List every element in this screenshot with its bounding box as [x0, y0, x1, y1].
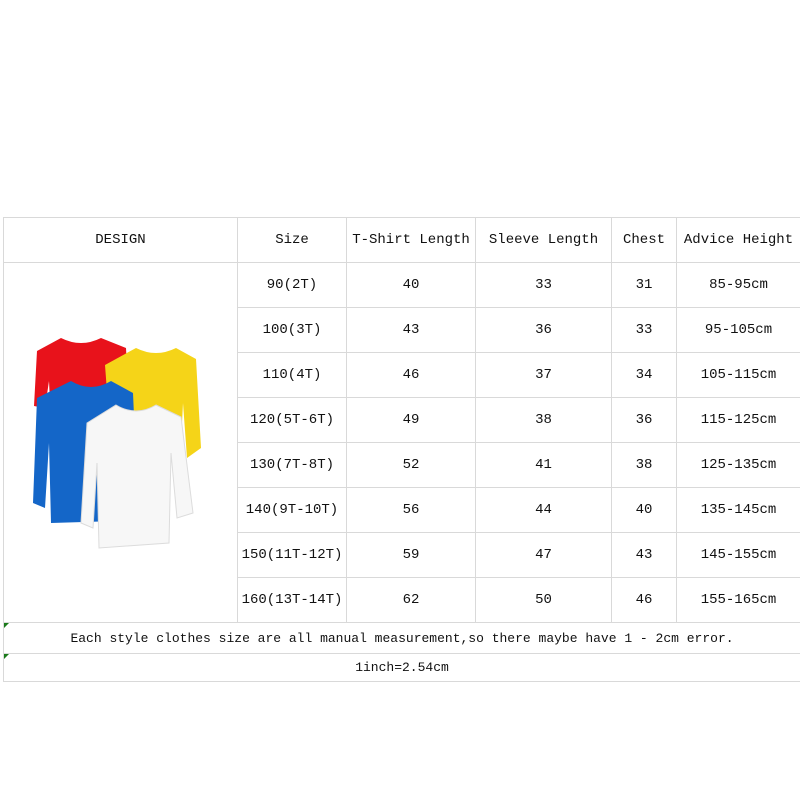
design-image-cell: [3, 262, 238, 623]
white-shirt: [80, 403, 194, 549]
size-cell: 120(5T-6T): [237, 397, 347, 443]
table-row: 100(3T) 43 36 33 95-105cm: [4, 307, 800, 353]
size-cell: 110(4T): [237, 352, 347, 398]
size-cell: 130(7T-8T): [237, 442, 347, 488]
header-row: DESIGN Size T-Shirt Length Sleeve Length…: [3, 217, 800, 263]
header-sleeve-length: Sleeve Length: [475, 217, 612, 263]
height-cell: 105-115cm: [676, 352, 800, 398]
chest-cell: 33: [611, 307, 677, 353]
table-row: 120(5T-6T) 49 38 36 115-125cm: [4, 397, 800, 443]
table-row: 130(7T-8T) 52 41 38 125-135cm: [4, 442, 800, 488]
comment-marker-icon: [4, 654, 9, 659]
tshirts-image: [33, 337, 201, 549]
height-cell: 145-155cm: [676, 532, 800, 578]
sleeve-cell: 47: [475, 532, 612, 578]
measurement-note: Each style clothes size are all manual m…: [3, 622, 800, 654]
height-cell: 135-145cm: [676, 487, 800, 533]
table-row: 90(2T) 40 33 31 85-95cm: [3, 262, 800, 623]
note-row: Each style clothes size are all manual m…: [3, 622, 800, 654]
table-row: 150(11T-12T) 59 47 43 145-155cm: [4, 532, 800, 578]
height-cell: 115-125cm: [676, 397, 800, 443]
size-chart-table: DESIGN Size T-Shirt Length Sleeve Length…: [3, 217, 800, 682]
chest-cell: 43: [611, 532, 677, 578]
header-chest: Chest: [611, 217, 677, 263]
chest-cell: 46: [611, 577, 677, 623]
header-tshirt-length: T-Shirt Length: [346, 217, 476, 263]
header-design: DESIGN: [3, 217, 238, 263]
size-cell: 140(9T-10T): [237, 487, 347, 533]
sleeve-cell: 36: [475, 307, 612, 353]
length-cell: 40: [346, 262, 476, 308]
header-advice-height: Advice Height: [676, 217, 800, 263]
height-cell: 155-165cm: [676, 577, 800, 623]
height-cell: 125-135cm: [676, 442, 800, 488]
header-size: Size: [237, 217, 347, 263]
length-cell: 62: [346, 577, 476, 623]
sleeve-cell: 37: [475, 352, 612, 398]
sleeve-cell: 44: [475, 487, 612, 533]
sleeve-cell: 50: [475, 577, 612, 623]
sleeve-cell: 33: [475, 262, 612, 308]
table-row: 110(4T) 46 37 34 105-115cm: [4, 352, 800, 398]
length-cell: 49: [346, 397, 476, 443]
chest-cell: 34: [611, 352, 677, 398]
chest-cell: 38: [611, 442, 677, 488]
length-cell: 59: [346, 532, 476, 578]
length-cell: 46: [346, 352, 476, 398]
chest-cell: 31: [611, 262, 677, 308]
height-cell: 85-95cm: [676, 262, 800, 308]
inch-conversion: 1inch=2.54cm: [3, 653, 800, 682]
chest-cell: 40: [611, 487, 677, 533]
height-cell: 95-105cm: [676, 307, 800, 353]
sleeve-cell: 38: [475, 397, 612, 443]
chest-cell: 36: [611, 397, 677, 443]
length-cell: 52: [346, 442, 476, 488]
table-row: 160(13T-14T) 62 50 46 155-165cm: [4, 577, 800, 623]
sleeve-cell: 41: [475, 442, 612, 488]
comment-marker-icon: [4, 623, 9, 628]
conversion-text: 1inch=2.54cm: [355, 660, 449, 675]
size-cell: 160(13T-14T): [237, 577, 347, 623]
size-cell: 100(3T): [237, 307, 347, 353]
note-text: Each style clothes size are all manual m…: [70, 630, 734, 646]
conversion-row: 1inch=2.54cm: [3, 653, 800, 682]
size-cell: 150(11T-12T): [237, 532, 347, 578]
size-cell: 90(2T): [237, 262, 347, 308]
length-cell: 56: [346, 487, 476, 533]
length-cell: 43: [346, 307, 476, 353]
